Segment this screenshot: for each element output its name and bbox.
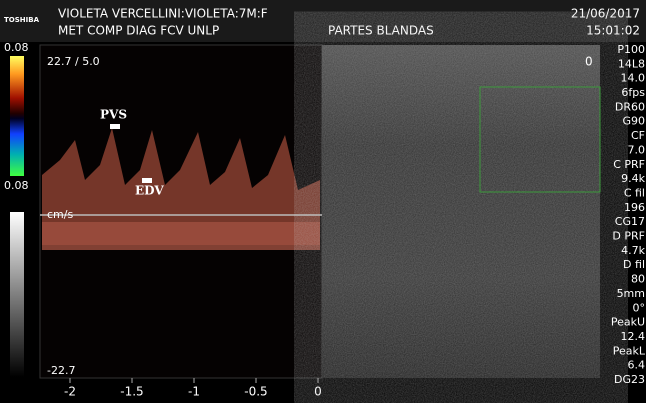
unit: cm/s [47, 208, 73, 221]
doppler-min: -22.7 [47, 364, 75, 377]
brand: TOSHIBA [4, 16, 40, 24]
color-box [479, 86, 601, 193]
param: C PRF [613, 158, 645, 171]
param: 0° [633, 301, 646, 314]
param: PeakU [611, 316, 645, 329]
exam: PARTES BLANDAS [328, 24, 434, 38]
institution: MET COMP DIAG FCV UNLP [58, 24, 219, 38]
param: P100 [617, 43, 645, 56]
param: 14L8 [618, 57, 645, 70]
doppler-scale: 22.7 / 5.0 [47, 55, 100, 68]
time-tick-label: 0 [314, 385, 322, 399]
param: PeakL [613, 344, 646, 357]
param: 80 [631, 273, 645, 286]
date: 21/06/2017 [571, 7, 640, 21]
param: D PRF [612, 230, 645, 243]
time-tick-label: -2 [64, 385, 76, 399]
param: CG17 [615, 215, 645, 228]
param: 5mm [617, 287, 645, 300]
edv-marker [142, 178, 152, 183]
param: G90 [622, 115, 645, 128]
gray-bar [10, 212, 24, 377]
param: DG23 [614, 373, 645, 386]
param: 14.0 [621, 72, 646, 85]
param: 7.0 [628, 143, 646, 156]
color-scale-top: 0.08 [4, 41, 29, 54]
depth-start: 0 [585, 55, 593, 69]
patient: VIOLETA VERCELLINI:VIOLETA:7M:F [58, 7, 268, 21]
edv-label: EDV [135, 184, 164, 198]
param: D fil [623, 258, 645, 271]
param: 6.4 [628, 359, 646, 372]
color-bar [10, 56, 24, 176]
param: 4.7k [621, 244, 645, 257]
time-tick-label: -0.5 [244, 385, 267, 399]
color-scale-bottom: 0.08 [4, 179, 29, 192]
time-tick-label: -1.5 [120, 385, 143, 399]
time: 15:01:02 [586, 24, 640, 38]
pvs-marker [110, 124, 120, 129]
param: 196 [624, 201, 645, 214]
bmode-texture [322, 45, 600, 378]
param: 9.4k [621, 172, 645, 185]
time-tick-label: -1 [188, 385, 200, 399]
doppler-reverse [42, 222, 320, 250]
header-bar [0, 0, 646, 42]
param: C fil [624, 186, 645, 199]
param: DR60 [615, 100, 645, 113]
param: CF [631, 129, 645, 142]
param: 6fps [621, 86, 645, 99]
pvs-label: PVS [100, 108, 127, 122]
param: 12.4 [621, 330, 646, 343]
